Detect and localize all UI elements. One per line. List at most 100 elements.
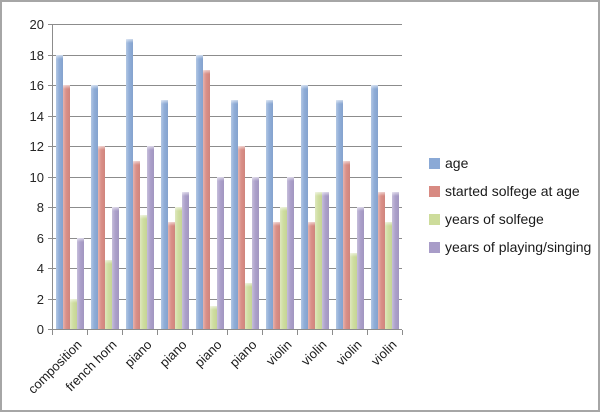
bar-age-group7 (265, 100, 273, 329)
bar-years-of-solfege-group1 (69, 298, 77, 329)
bar-years-of-solfege-group3 (139, 214, 147, 329)
legend-swatch-icon (429, 213, 440, 225)
legend-item: age (429, 155, 591, 171)
legend-label: years of playing/singing (445, 239, 592, 255)
x-axis-tick (87, 330, 88, 335)
legend-item: years of solfege (429, 211, 591, 227)
bar-years-of-solfege-group8 (314, 191, 322, 329)
y-axis-label: 14 (29, 108, 44, 124)
bar-years-of-solfege-group2 (104, 260, 112, 329)
legend-swatch-icon (429, 241, 440, 253)
y-axis-label: 4 (36, 261, 44, 276)
gridline-y-12 (52, 146, 402, 147)
bar-years-of-playing-singing-group1 (76, 237, 84, 329)
gridline-y-14 (52, 115, 402, 117)
y-axis-label: 2 (36, 291, 44, 307)
y-axis-tick (48, 268, 52, 269)
y-axis-label: 16 (29, 78, 44, 93)
x-axis-label: piano (156, 337, 190, 371)
y-axis-label: 18 (29, 47, 44, 63)
y-axis-tick (48, 54, 52, 56)
bar-started-solfege-at-age-group3 (132, 161, 140, 329)
x-axis-tick (227, 330, 228, 335)
y-axis-tick (48, 24, 52, 25)
bar-started-solfege-at-age-group4 (167, 222, 175, 329)
x-axis-label: violin (297, 337, 330, 369)
y-axis-label: 8 (36, 200, 44, 215)
bar-age-group3 (125, 39, 133, 329)
bar-years-of-playing-singing-group8 (321, 191, 329, 329)
bar-years-of-playing-singing-group10 (391, 191, 399, 329)
x-axis-tick (262, 330, 263, 335)
bar-years-of-solfege-group5 (209, 306, 217, 329)
x-axis-line (52, 329, 402, 330)
bar-started-solfege-at-age-group5 (202, 69, 210, 329)
gridline-y-4 (52, 268, 402, 269)
x-axis-label: piano (191, 337, 225, 371)
bar-years-of-playing-singing-group5 (216, 176, 224, 329)
y-axis-label: 10 (29, 169, 44, 185)
x-axis-label: violin (262, 337, 295, 369)
bar-age-group9 (335, 100, 343, 329)
bar-age-group6 (230, 100, 238, 329)
y-axis-label: 12 (29, 139, 44, 154)
y-axis-tick (48, 85, 52, 86)
bar-years-of-playing-singing-group2 (111, 207, 119, 329)
bar-years-of-solfege-group7 (279, 207, 287, 329)
bar-started-solfege-at-age-group9 (342, 161, 350, 329)
bar-started-solfege-at-age-group7 (272, 222, 280, 329)
gridline-y-10 (52, 176, 402, 178)
bar-started-solfege-at-age-group6 (237, 146, 245, 329)
legend-label: years of solfege (445, 211, 544, 227)
legend-label: age (445, 155, 469, 171)
bar-started-solfege-at-age-group2 (97, 146, 105, 329)
y-axis-label: 20 (29, 17, 44, 32)
x-axis-label: piano (226, 337, 260, 371)
bar-years-of-playing-singing-group3 (146, 146, 154, 329)
x-axis-tick (402, 330, 403, 335)
y-axis-line (52, 24, 53, 330)
bar-years-of-playing-singing-group4 (181, 191, 189, 329)
y-axis-tick (48, 237, 52, 239)
gridline-y-20 (52, 24, 402, 25)
legend: age started solfege at age years of solfeg… (429, 155, 591, 267)
bar-started-solfege-at-age-group10 (377, 191, 385, 329)
legend-item: years of playing/singing (429, 239, 591, 255)
x-axis-tick (297, 330, 298, 335)
legend-swatch-icon (429, 185, 440, 197)
legend-swatch-icon (429, 157, 440, 169)
bar-years-of-playing-singing-group6 (251, 176, 259, 329)
x-axis-tick (122, 330, 123, 335)
gridline-y-16 (52, 85, 402, 86)
gridline-y-2 (52, 298, 402, 300)
legend-item: started solfege at age (429, 183, 591, 199)
bar-started-solfege-at-age-group8 (307, 222, 315, 329)
bar-age-group4 (160, 100, 168, 329)
bar-years-of-solfege-group9 (349, 252, 357, 329)
x-axis-tick (332, 330, 333, 335)
bar-years-of-solfege-group10 (384, 222, 392, 329)
y-axis-label: 0 (36, 322, 44, 337)
x-axis-label: piano (121, 337, 155, 371)
x-axis-tick (157, 330, 158, 335)
bar-age-group8 (300, 85, 308, 329)
x-axis-tick (367, 330, 368, 335)
y-axis-tick (48, 298, 52, 300)
bar-years-of-solfege-group4 (174, 207, 182, 329)
bar-years-of-playing-singing-group7 (286, 176, 294, 329)
y-axis-tick (48, 115, 52, 117)
y-axis-tick (48, 207, 52, 208)
bar-age-group1 (55, 54, 63, 329)
x-axis-tick (52, 330, 53, 335)
bar-started-solfege-at-age-group1 (62, 85, 70, 329)
y-axis-tick (48, 176, 52, 178)
y-axis-tick (48, 329, 52, 330)
gridline-y-6 (52, 237, 402, 239)
y-axis-label: 6 (36, 230, 44, 246)
gridline-y-8 (52, 207, 402, 208)
bar-age-group5 (195, 54, 203, 329)
bar-age-group10 (370, 85, 378, 329)
y-axis-tick (48, 146, 52, 147)
x-axis-tick (192, 330, 193, 335)
